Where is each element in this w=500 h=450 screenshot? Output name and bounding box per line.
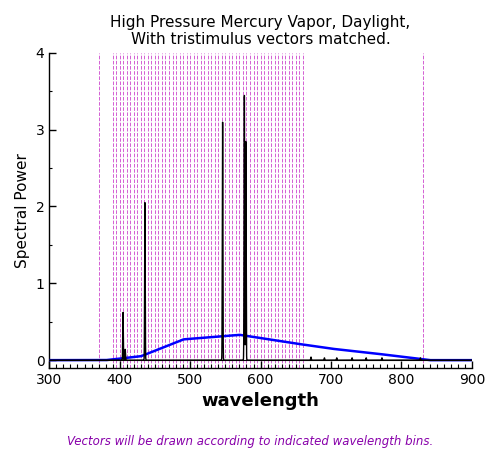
Y-axis label: Spectral Power: Spectral Power: [15, 153, 30, 268]
Title: High Pressure Mercury Vapor, Daylight,
With tristimulus vectors matched.: High Pressure Mercury Vapor, Daylight, W…: [110, 15, 410, 47]
X-axis label: wavelength: wavelength: [202, 392, 320, 410]
Text: Vectors will be drawn according to indicated wavelength bins.: Vectors will be drawn according to indic…: [67, 435, 433, 448]
